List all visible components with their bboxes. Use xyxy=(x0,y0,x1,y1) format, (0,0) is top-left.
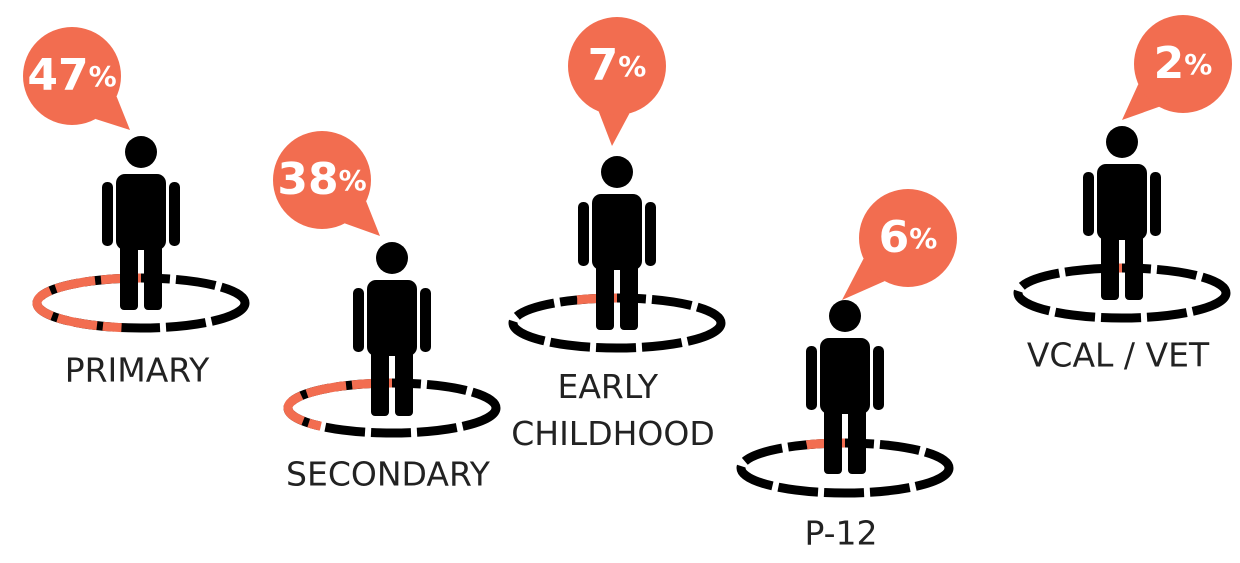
person-arm xyxy=(578,202,589,266)
category-label: VCAL / VET xyxy=(1027,336,1210,375)
person-torso xyxy=(1097,164,1147,240)
bubble-tail xyxy=(344,201,380,236)
ring-arc xyxy=(32,273,141,333)
category-label: EARLY CHILDHOOD xyxy=(511,367,715,453)
person-head xyxy=(601,156,633,188)
person xyxy=(353,242,431,416)
figure: 2% VCAL / VET xyxy=(1013,15,1232,375)
category-label: PRIMARY xyxy=(65,351,210,390)
category-label: P-12 xyxy=(804,514,877,553)
person xyxy=(806,300,884,474)
person-torso xyxy=(116,174,166,250)
bubble xyxy=(859,189,957,287)
person-leg xyxy=(848,404,866,474)
value-label: 7% xyxy=(588,40,647,91)
person-leg xyxy=(371,346,389,416)
person-leg xyxy=(596,260,614,330)
person-arm xyxy=(420,288,431,352)
bubble-tail xyxy=(95,96,130,130)
person-leg xyxy=(395,346,413,416)
value-label: 6% xyxy=(879,212,938,263)
person-leg xyxy=(620,260,638,330)
person xyxy=(1083,126,1161,300)
person xyxy=(102,136,180,310)
person-torso xyxy=(820,338,870,414)
person-leg xyxy=(824,404,842,474)
ring xyxy=(508,293,726,353)
figure: 47% PRIMARY xyxy=(23,27,250,390)
person-leg xyxy=(1125,230,1143,300)
person-arm xyxy=(806,346,817,410)
person-leg xyxy=(1101,230,1119,300)
bubble xyxy=(568,17,666,115)
bubble xyxy=(273,131,371,229)
person-arm xyxy=(1083,172,1094,236)
ring xyxy=(736,438,954,498)
category-label: SECONDARY xyxy=(286,455,491,494)
person xyxy=(578,156,656,330)
figure: 7% EARLY CHILDHOOD xyxy=(508,17,726,453)
value-label: 38% xyxy=(277,154,366,205)
person-leg xyxy=(144,240,162,310)
ring-arc xyxy=(283,378,392,431)
person-leg xyxy=(120,240,138,310)
person-torso xyxy=(367,280,417,356)
person-head xyxy=(125,136,157,168)
person-head xyxy=(1106,126,1138,158)
person-arm xyxy=(1150,172,1161,236)
bubble-tail xyxy=(598,111,630,146)
value-label: 2% xyxy=(1154,38,1213,89)
bubble xyxy=(1134,15,1232,113)
bubble xyxy=(23,27,121,125)
person-arm xyxy=(645,202,656,266)
bubble-tail xyxy=(842,258,885,300)
person-head xyxy=(376,242,408,274)
person-head xyxy=(829,300,861,332)
figure: 38% SECONDARY xyxy=(273,131,501,494)
person-arm xyxy=(353,288,364,352)
person-arm xyxy=(102,182,113,246)
person-torso xyxy=(592,194,642,270)
bubble-tail xyxy=(1122,84,1160,120)
person-arm xyxy=(873,346,884,410)
person-arm xyxy=(169,182,180,246)
ring xyxy=(1013,263,1231,323)
value-label: 47% xyxy=(27,50,116,101)
figure: 6% P-12 xyxy=(736,189,957,553)
